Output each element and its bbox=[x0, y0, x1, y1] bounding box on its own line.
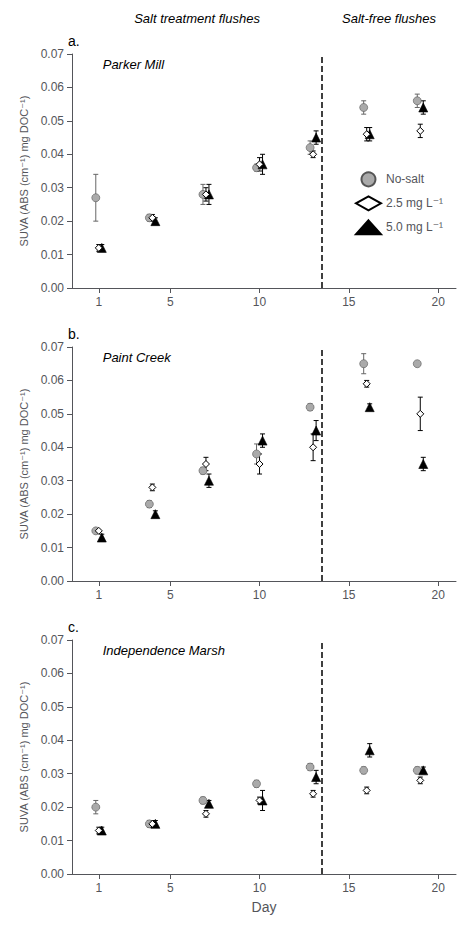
svg-text:0.05: 0.05 bbox=[41, 114, 65, 128]
svg-text:1: 1 bbox=[95, 588, 102, 602]
svg-text:15: 15 bbox=[342, 295, 356, 309]
svg-text:Paint Creek: Paint Creek bbox=[103, 350, 172, 365]
svg-text:0.06: 0.06 bbox=[41, 373, 65, 387]
svg-text:0.02: 0.02 bbox=[41, 507, 65, 521]
svg-text:SUVA (ABS (cm⁻¹) mg DOC⁻¹): SUVA (ABS (cm⁻¹) mg DOC⁻¹) bbox=[18, 96, 30, 247]
svg-text:10: 10 bbox=[253, 588, 267, 602]
svg-text:0.05: 0.05 bbox=[41, 700, 65, 714]
svg-text:0.06: 0.06 bbox=[41, 666, 65, 680]
svg-text:5: 5 bbox=[167, 295, 174, 309]
svg-text:0.00: 0.00 bbox=[41, 867, 65, 881]
svg-text:5: 5 bbox=[167, 588, 174, 602]
svg-text:0.07: 0.07 bbox=[41, 47, 65, 61]
svg-text:0.03: 0.03 bbox=[41, 181, 65, 195]
svg-text:0.04: 0.04 bbox=[41, 440, 65, 454]
svg-text:0.07: 0.07 bbox=[41, 633, 65, 647]
svg-text:15: 15 bbox=[342, 881, 356, 895]
svg-text:0.01: 0.01 bbox=[41, 834, 65, 848]
svg-text:1: 1 bbox=[95, 295, 102, 309]
svg-text:0.02: 0.02 bbox=[41, 214, 65, 228]
svg-text:a.: a. bbox=[68, 33, 80, 49]
svg-text:0.02: 0.02 bbox=[41, 800, 65, 814]
svg-text:15: 15 bbox=[342, 588, 356, 602]
svg-text:Salt treatment flushes: Salt treatment flushes bbox=[134, 11, 260, 26]
svg-text:5: 5 bbox=[167, 881, 174, 895]
svg-text:1: 1 bbox=[95, 881, 102, 895]
svg-text:5.0 mg L⁻¹: 5.0 mg L⁻¹ bbox=[386, 220, 443, 234]
svg-text:2.5 mg L⁻¹: 2.5 mg L⁻¹ bbox=[386, 196, 443, 210]
svg-text:SUVA (ABS (cm⁻¹) mg DOC⁻¹): SUVA (ABS (cm⁻¹) mg DOC⁻¹) bbox=[18, 682, 30, 833]
svg-text:c.: c. bbox=[68, 619, 79, 635]
svg-text:0.00: 0.00 bbox=[41, 574, 65, 588]
svg-text:0.07: 0.07 bbox=[41, 340, 65, 354]
svg-text:Independence Marsh: Independence Marsh bbox=[103, 643, 225, 658]
svg-text:0.03: 0.03 bbox=[41, 474, 65, 488]
svg-text:Salt-free flushes: Salt-free flushes bbox=[342, 11, 436, 26]
svg-text:10: 10 bbox=[253, 881, 267, 895]
svg-text:0.06: 0.06 bbox=[41, 80, 65, 94]
svg-text:0.01: 0.01 bbox=[41, 248, 65, 262]
svg-text:0.04: 0.04 bbox=[41, 147, 65, 161]
svg-text:0.04: 0.04 bbox=[41, 733, 65, 747]
svg-text:20: 20 bbox=[431, 881, 445, 895]
svg-text:SUVA (ABS (cm⁻¹) mg DOC⁻¹): SUVA (ABS (cm⁻¹) mg DOC⁻¹) bbox=[18, 389, 30, 540]
svg-text:No-salt: No-salt bbox=[386, 172, 425, 186]
svg-text:0.03: 0.03 bbox=[41, 767, 65, 781]
svg-text:Day: Day bbox=[252, 899, 277, 915]
svg-text:0.01: 0.01 bbox=[41, 541, 65, 555]
svg-text:Parker Mill: Parker Mill bbox=[103, 57, 166, 72]
svg-text:20: 20 bbox=[431, 295, 445, 309]
svg-text:0.05: 0.05 bbox=[41, 407, 65, 421]
svg-text:10: 10 bbox=[253, 295, 267, 309]
svg-text:0.00: 0.00 bbox=[41, 281, 65, 295]
svg-text:20: 20 bbox=[431, 588, 445, 602]
svg-text:b.: b. bbox=[68, 326, 80, 342]
